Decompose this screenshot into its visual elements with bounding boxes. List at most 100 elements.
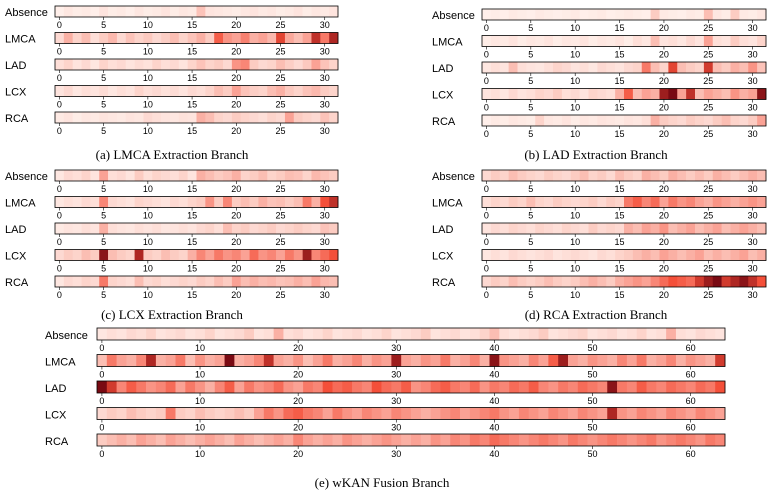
row-label: LMCA — [45, 357, 76, 369]
heatmap-cell — [223, 170, 233, 181]
heatmap-cell — [518, 381, 530, 393]
heatmap-cell — [420, 434, 431, 446]
heatmap-cell — [72, 170, 82, 181]
heatmap-cell — [636, 381, 647, 393]
heatmap-cell — [641, 9, 651, 20]
heatmap-cell — [490, 88, 501, 100]
x-tick-label: 30 — [748, 184, 758, 194]
heatmap-cell — [143, 6, 153, 17]
heatmap-cell — [329, 32, 339, 44]
heatmap-cell — [258, 85, 268, 97]
heatmap-cell — [293, 354, 304, 367]
heatmap-cell — [258, 276, 268, 287]
heatmap-cell — [263, 407, 274, 420]
heatmap-cell — [249, 112, 259, 123]
heatmap-cell — [116, 170, 127, 181]
heatmap-cell — [686, 35, 696, 47]
x-tick-label: 5 — [101, 237, 106, 247]
heatmap-cell — [136, 407, 147, 420]
heatmap-cell — [695, 35, 705, 47]
heatmap-cell — [125, 196, 135, 208]
heatmap-cell — [757, 276, 767, 287]
heatmap-cell — [205, 249, 215, 261]
heatmap-cell — [361, 354, 373, 367]
x-tick-label: 20 — [231, 47, 241, 57]
x-tick-label: 5 — [101, 20, 106, 30]
heatmap-cell — [187, 6, 197, 17]
heatmap-cell — [508, 62, 518, 73]
heatmap-cell — [548, 434, 559, 446]
heatmap-cell — [196, 112, 206, 123]
heatmap-cell — [284, 112, 295, 123]
heatmap-cell — [204, 354, 216, 367]
heatmap-cell — [748, 196, 758, 208]
x-tick-label: 10 — [570, 264, 580, 274]
x-tick-label: 25 — [276, 126, 286, 136]
heatmap-cell — [332, 381, 343, 393]
heatmap-cell — [329, 59, 339, 70]
heatmap-cell — [332, 407, 343, 420]
x-tick-label: 5 — [101, 211, 106, 221]
heatmap-cell — [509, 328, 520, 340]
heatmap-cell — [293, 223, 303, 234]
heatmap-cell — [666, 354, 677, 367]
x-tick-label: 10 — [570, 23, 580, 33]
heatmap-cell — [641, 62, 651, 73]
heatmap-cell — [558, 328, 569, 340]
heatmap-cell — [165, 434, 176, 446]
heatmap-cell — [134, 112, 144, 123]
heatmap-cell — [196, 196, 206, 208]
heatmap-cell — [558, 354, 569, 367]
heatmap-cell — [320, 6, 330, 17]
heatmap-cell — [185, 328, 196, 340]
x-tick-label: 25 — [703, 237, 713, 247]
heatmap-cell — [293, 85, 303, 97]
heatmap-cell — [63, 32, 73, 44]
heatmap-cell — [214, 112, 224, 123]
row-frame — [54, 249, 339, 261]
x-tick-label: 5 — [528, 76, 533, 86]
heatmap-cell — [214, 381, 225, 393]
heatmap-cell — [715, 407, 726, 420]
heatmap-cell — [482, 276, 492, 287]
row-frame — [54, 275, 339, 288]
heatmap-cell — [544, 223, 554, 234]
heatmap-cell — [538, 354, 549, 367]
heatmap-cell — [352, 328, 363, 340]
heatmap-cell — [224, 407, 235, 420]
x-tick-label: 25 — [703, 211, 713, 221]
x-tick-label: 25 — [703, 50, 713, 60]
heatmap-cell — [258, 32, 268, 44]
heatmap-cell — [234, 381, 245, 393]
x-tick-label: 30 — [748, 23, 758, 33]
heatmap-cell — [624, 9, 634, 20]
heatmap-cell — [721, 88, 731, 100]
heatmap-cell — [273, 328, 284, 340]
heatmap-cell — [535, 276, 545, 287]
heatmap-cell — [499, 196, 509, 208]
heatmap-cell — [659, 88, 669, 100]
heatmap-row: LAD 0 10 20 30 40 50 60 — [45, 380, 726, 406]
heatmap-cell — [607, 354, 618, 367]
heatmap-cell — [624, 249, 634, 261]
heatmap-cell — [249, 223, 259, 234]
heatmap-cell — [548, 407, 559, 420]
heatmap-cell — [342, 328, 353, 340]
heatmap-cell — [535, 62, 545, 73]
heatmap-cell — [624, 115, 634, 126]
heatmap-cell — [650, 223, 660, 234]
x-tick-label: 10 — [195, 423, 205, 433]
heatmap-cell — [499, 35, 509, 47]
x-tick-label: 30 — [320, 264, 330, 274]
heatmap-cell — [460, 381, 471, 393]
row-label: LAD — [45, 383, 66, 395]
heatmap-cell — [322, 328, 333, 340]
heatmap-cell — [302, 170, 312, 181]
heatmap-cell — [579, 62, 589, 73]
heatmap-cell — [303, 407, 314, 420]
x-tick-label: 15 — [187, 211, 197, 221]
heatmap-cell — [99, 59, 109, 70]
x-tick-label: 50 — [588, 449, 598, 459]
heatmap-cell — [632, 223, 643, 234]
heatmap-cell — [460, 354, 471, 367]
